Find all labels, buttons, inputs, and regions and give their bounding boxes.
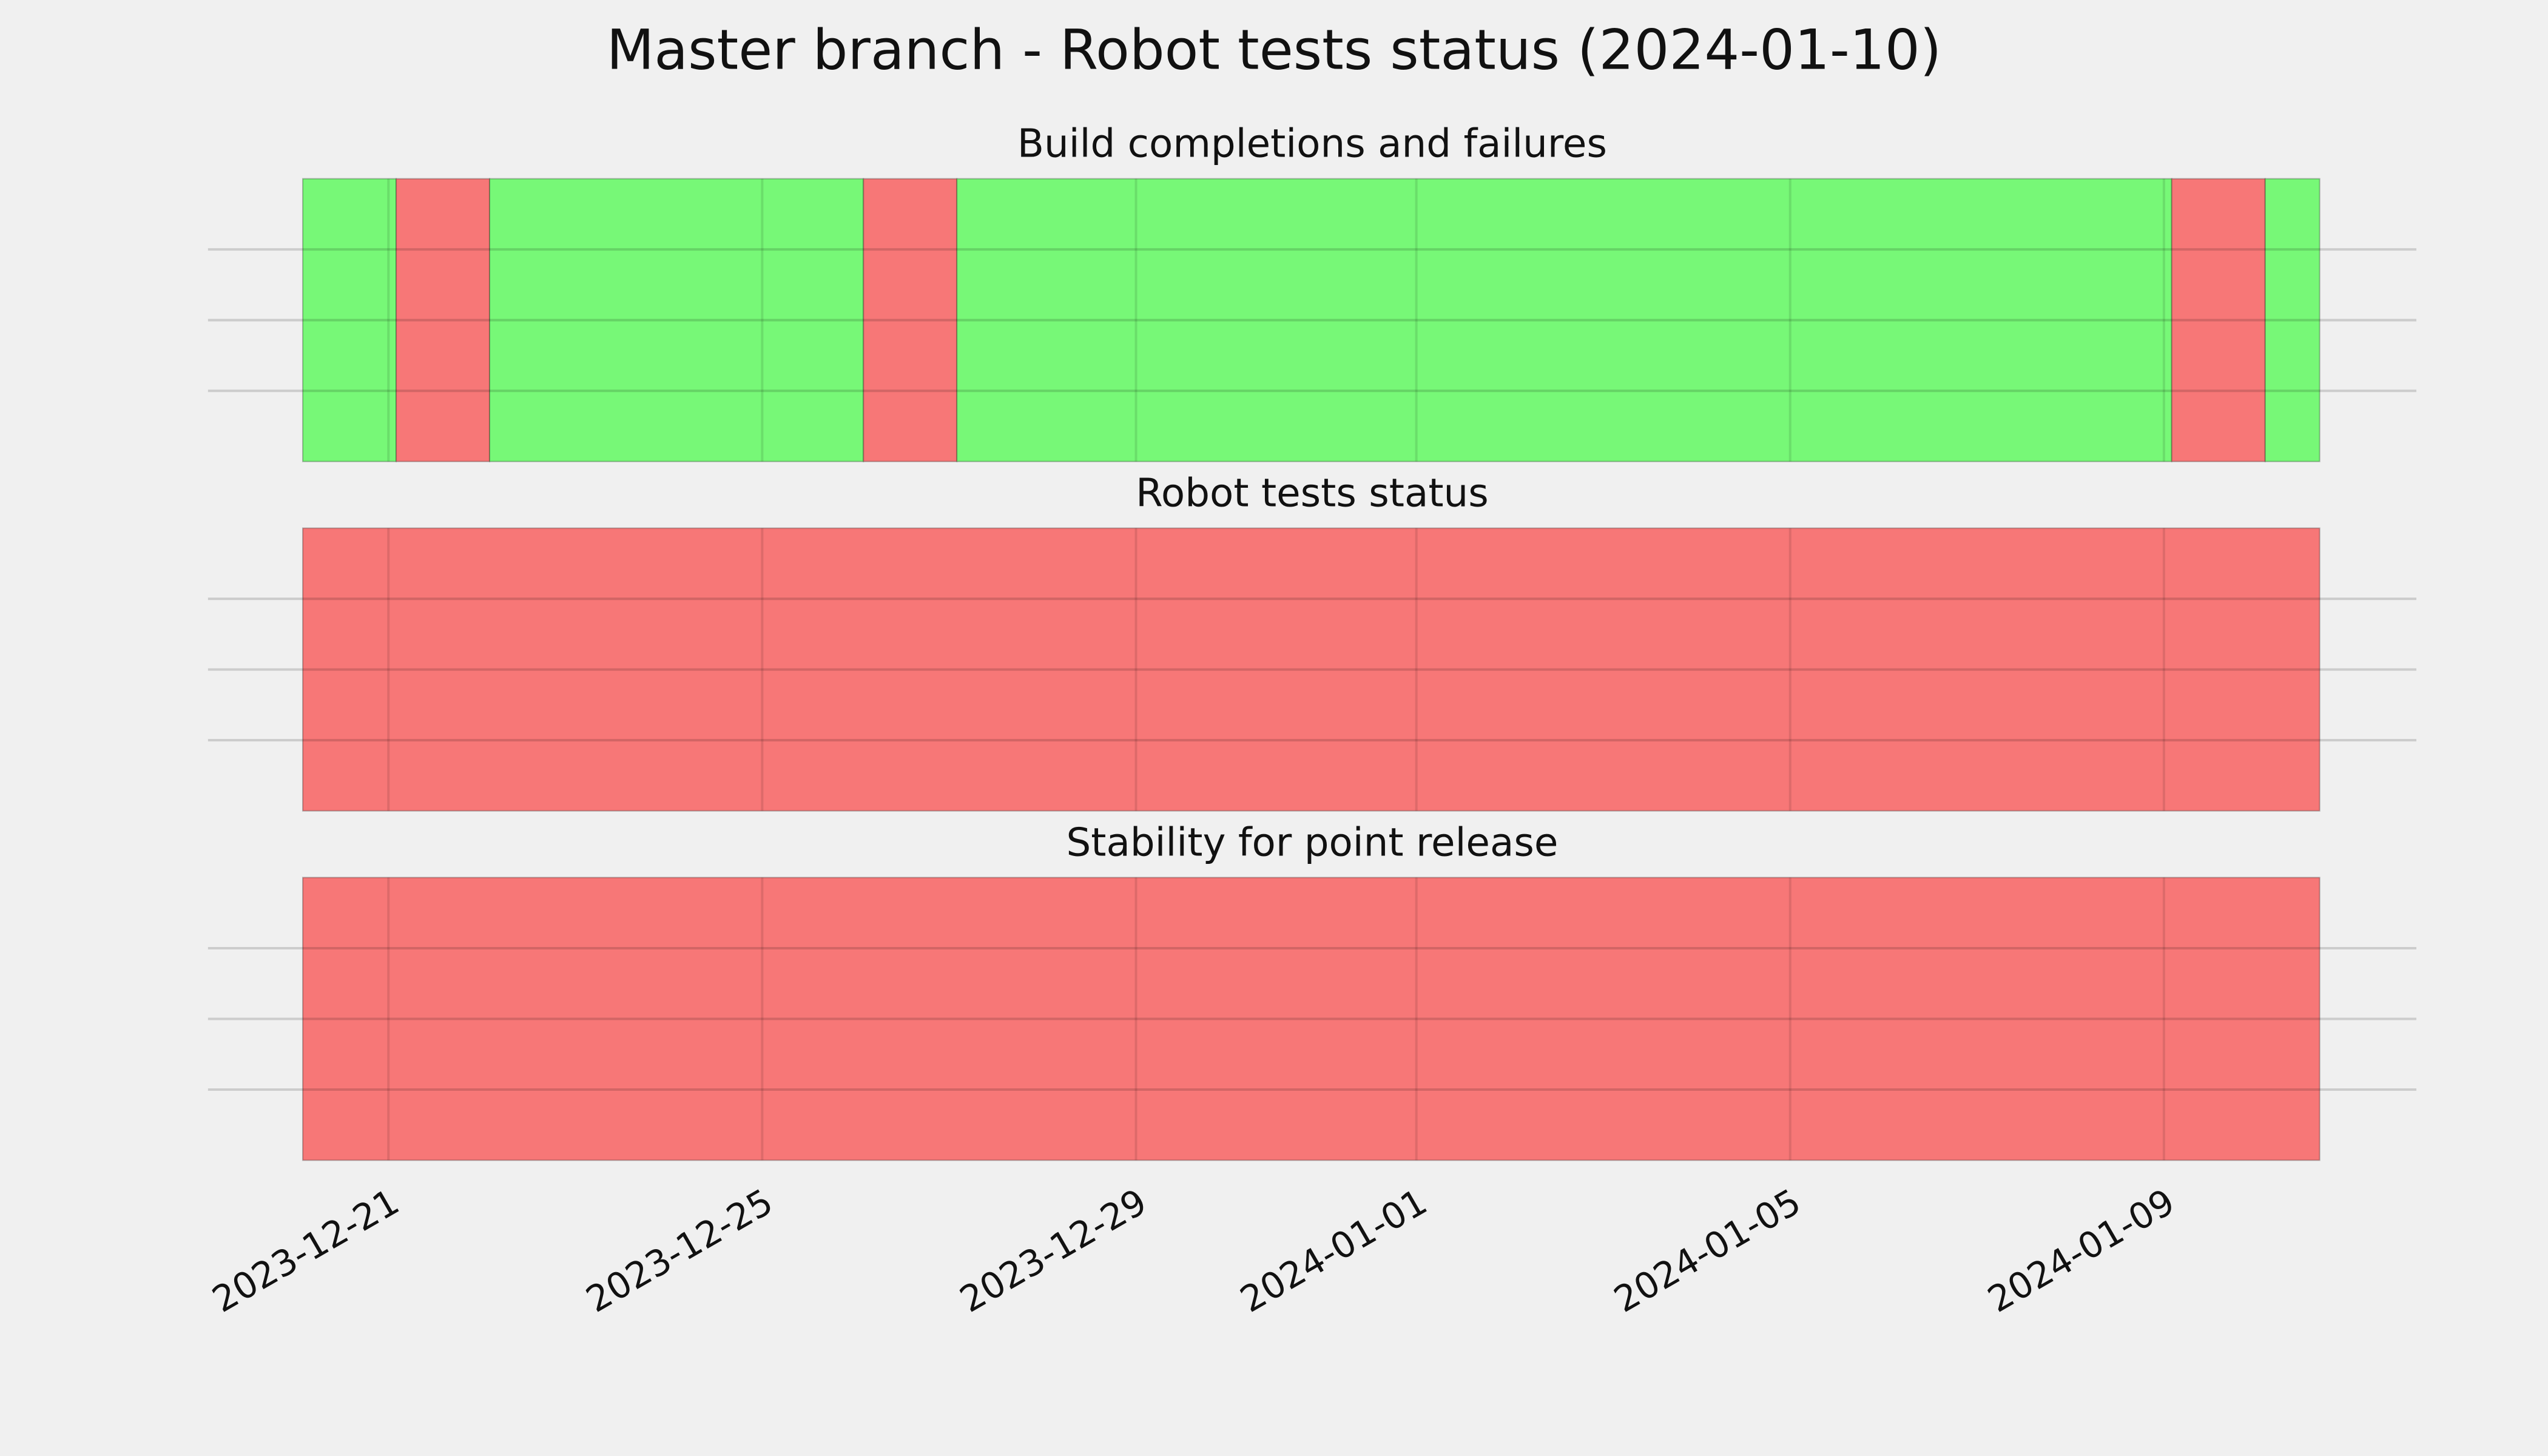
chart-title: Stability for point release bbox=[1067, 820, 1559, 865]
status-segment bbox=[302, 178, 397, 462]
status-segment bbox=[863, 178, 958, 462]
status-segment bbox=[2264, 178, 2320, 462]
status-segment bbox=[302, 877, 2320, 1161]
status-segment bbox=[395, 178, 491, 462]
status-segment bbox=[956, 178, 2172, 462]
status-segment bbox=[302, 527, 2320, 812]
chart-title: Build completions and failures bbox=[1017, 121, 1607, 167]
status-segment bbox=[2171, 178, 2266, 462]
status-segment bbox=[489, 178, 864, 462]
figure-title: Master branch - Robot tests status (2024… bbox=[607, 18, 1942, 82]
chart-title: Robot tests status bbox=[1136, 471, 1489, 516]
